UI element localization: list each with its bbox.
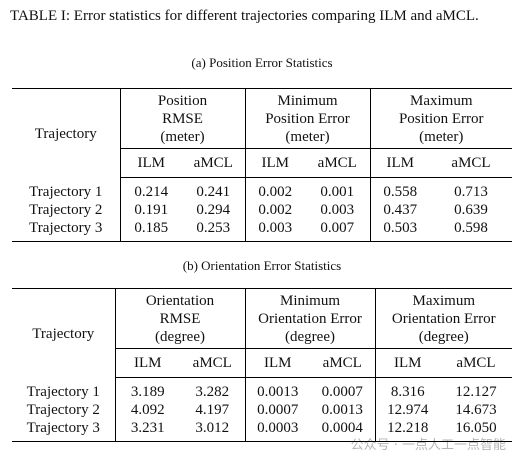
row-label: Trajectory 3 [12, 419, 115, 442]
cell-value: 0.003 [244, 219, 305, 242]
data-table: Trajectory Position RMSE (meter) Minimum Posi… [12, 88, 512, 242]
cell-value: 0.0013 [321, 402, 363, 418]
cell-value: 0.598 [430, 219, 512, 242]
group-header-line: Orientation [145, 293, 215, 309]
sub-header: ILM [119, 148, 182, 178]
cell-value: 0.001 [320, 184, 355, 200]
sub-header: ILM [114, 348, 180, 378]
cell-value: 0.002 [244, 177, 305, 201]
sub-header: ILM [244, 348, 311, 378]
sub-header: aMCL [310, 348, 376, 378]
cell-value: 3.189 [114, 377, 180, 401]
cell-value: 0.0004 [310, 419, 376, 442]
group-header-line: Position Error [265, 111, 350, 127]
row-label: Trajectory 2 [29, 202, 103, 218]
group-header-row: Trajectory Position RMSE (meter) Minimum Posi… [12, 88, 512, 178]
group-header: Orientation RMSE (degree) [114, 288, 246, 349]
group-header-line: (degree) [155, 329, 205, 345]
group-header-row: Trajectory Orientation RMSE (degree) Minimum… [12, 288, 513, 378]
cell-value: 0.503 [369, 219, 430, 242]
sub-header: ILM [369, 148, 430, 178]
cell-value: 3.231 [114, 419, 180, 442]
sub-header: aMCL [440, 348, 513, 378]
cell-value: 0.713 [454, 184, 488, 200]
group-header-line: Maximum [412, 293, 476, 309]
cell-value: 0.253 [182, 219, 245, 242]
cell-value: 3.012 [180, 419, 246, 442]
cell-value: 0.0007 [244, 401, 311, 419]
cell-value: 16.050 [440, 419, 513, 442]
cell-value: 0.437 [369, 201, 430, 219]
table-caption: TABLE I: Error statistics for different … [10, 8, 479, 24]
cell-value: 4.092 [114, 401, 180, 419]
cell-value: 0.558 [369, 177, 430, 201]
table-body: Trajectory Orientation RMSE (degree) Minimum… [12, 288, 513, 442]
cell-value: 12.974 [374, 401, 441, 419]
table-body: Trajectory Position RMSE (meter) Minimum Posi… [12, 88, 512, 242]
group-header-line: Minimum [280, 293, 341, 309]
group-header-line: (meter) [160, 129, 205, 145]
cell-value: 0.191 [119, 201, 182, 219]
group-header: Minimum Position Error (meter) [244, 88, 370, 149]
cell-value: 4.197 [195, 402, 230, 418]
cell-value: 14.673 [455, 402, 497, 418]
cell-value: 12.127 [455, 384, 497, 400]
cell-value: 0.241 [196, 184, 231, 200]
sub-header: ILM [374, 348, 441, 378]
group-header-line: Orientation Error [258, 311, 362, 327]
sub-header: aMCL [182, 148, 245, 178]
cell-value: 0.0003 [244, 419, 311, 442]
table-subtitle: (b) Orientation Error Statistics [182, 258, 342, 273]
group-header-line: Maximum [410, 93, 473, 109]
group-header-line: (degree) [285, 329, 335, 345]
cell-value: 0.007 [305, 219, 370, 242]
group-header: Maximum Position Error (meter) [369, 88, 512, 149]
sub-header: ILM [244, 148, 305, 178]
sub-header: aMCL [305, 148, 370, 178]
data-row: Trajectory 3 0.185 0.253 0.003 0.007 0.503 0.5… [12, 219, 512, 242]
group-header-line: Orientation Error [391, 311, 496, 327]
sub-header: aMCL [180, 348, 246, 378]
group-header-line: RMSE [159, 311, 201, 327]
row-label: Trajectory 3 [12, 219, 120, 242]
group-header-line: RMSE [162, 111, 203, 127]
table-subtitle: (a) Position Error Statistics [191, 55, 333, 70]
group-header-line: Minimum [277, 93, 338, 109]
row-header: Trajectory [12, 88, 120, 178]
cell-value: 0.0013 [244, 377, 311, 401]
cell-value: 0.003 [320, 202, 355, 218]
row-label: Trajectory 1 [26, 383, 100, 400]
group-header-line: (degree) [418, 329, 469, 345]
data-row: Trajectory 2 4.092 4.197 0.0007 0.0013 12.974… [12, 401, 512, 419]
row-label: Trajectory 1 [29, 183, 103, 200]
data-row: Trajectory 2 0.191 0.294 0.002 0.003 0.437 0.6… [12, 201, 512, 219]
group-header: Position RMSE (meter) [119, 88, 245, 149]
data-row: Trajectory 1 3.189 3.282 0.0013 0.0007 8.316 1… [12, 377, 512, 401]
data-row: Trajectory 3 3.231 3.012 0.0003 0.0004 12.218… [12, 419, 513, 442]
sub-header-row: ILM aMCL ILM aMCL ILM aMCL [12, 348, 513, 378]
watermark: 公众号 · 一点人工一点智能 [350, 438, 506, 453]
sub-header-row: ILM aMCL ILM aMCL ILM aMCL [12, 148, 512, 178]
group-header: Maximum Orientation Error (degree) [374, 288, 513, 349]
group-header-line: Position Error [398, 111, 484, 127]
cell-value: 3.282 [195, 384, 230, 400]
cell-value: 8.316 [374, 377, 441, 401]
group-header: Minimum Orientation Error (degree) [244, 288, 376, 349]
cell-value: 0.214 [119, 177, 182, 201]
cell-value: 0.0007 [321, 384, 363, 400]
row-label: Trajectory 2 [26, 402, 100, 418]
row-header: Trajectory [12, 288, 115, 378]
group-header-line: (meter) [285, 129, 330, 145]
data-row: Trajectory 1 0.214 0.241 0.002 0.001 0.558 0.7… [12, 177, 512, 201]
cell-value: 0.185 [119, 219, 182, 242]
group-header-line: (meter) [419, 129, 464, 145]
cell-value: 0.639 [454, 202, 488, 218]
group-header-line: Position [157, 93, 208, 109]
data-table: Trajectory Orientation RMSE (degree) Minimum… [12, 288, 513, 442]
cell-value: 0.002 [244, 201, 305, 219]
cell-value: 0.294 [196, 202, 231, 218]
sub-header: aMCL [430, 148, 512, 178]
cell-value: 12.218 [374, 419, 441, 442]
